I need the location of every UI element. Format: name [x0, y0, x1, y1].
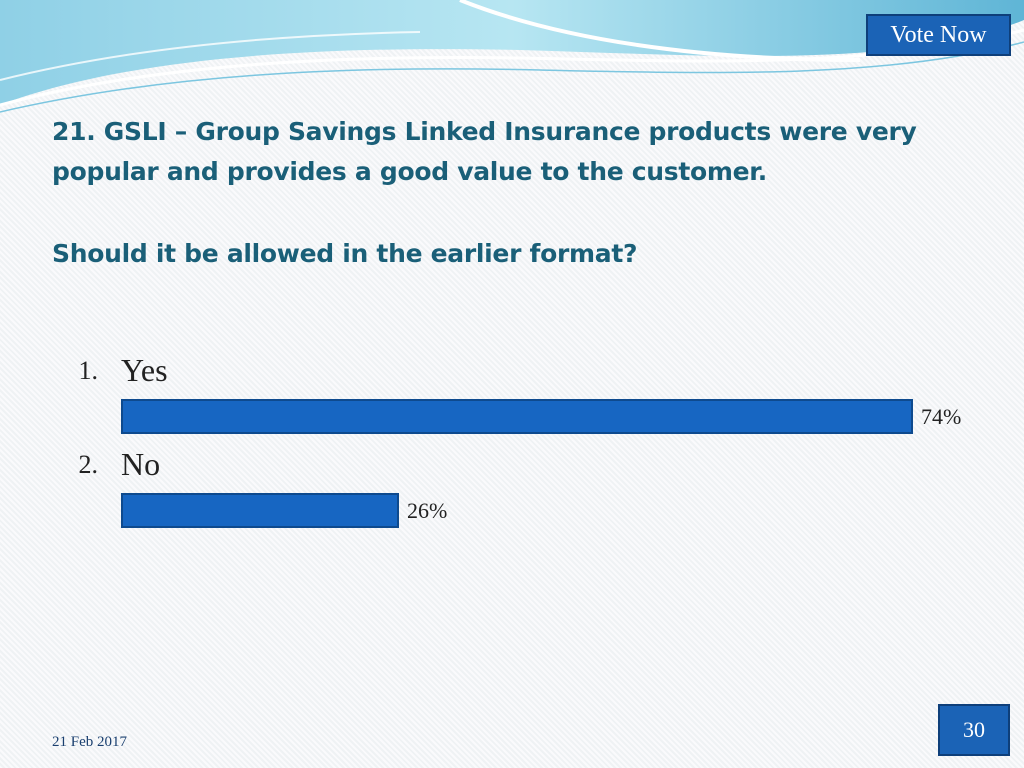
option-label-no: No	[121, 446, 161, 482]
question-title: 21. GSLI – Group Savings Linked Insuranc…	[52, 117, 917, 186]
bar-yes	[121, 399, 913, 434]
page-number: 30	[938, 704, 1010, 756]
value-label-yes: 74%	[921, 404, 962, 429]
option-number-2: 2.	[78, 450, 99, 479]
bar-no	[121, 493, 399, 528]
value-label-no: 26%	[407, 498, 448, 523]
footer-date: 21 Feb 2017	[52, 734, 127, 750]
vote-now-button[interactable]: Vote Now	[866, 14, 1011, 56]
header-wave-decoration	[0, 0, 1024, 113]
question-subtitle: Should it be allowed in the earlier form…	[52, 239, 638, 268]
option-number-1: 1.	[78, 356, 99, 385]
option-label-yes: Yes	[121, 352, 168, 388]
